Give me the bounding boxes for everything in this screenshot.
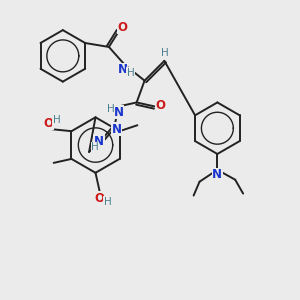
Text: N: N	[114, 106, 124, 119]
Text: O: O	[44, 117, 54, 130]
Text: N: N	[118, 63, 128, 76]
Text: H: H	[161, 48, 169, 58]
Text: H: H	[127, 68, 135, 78]
Text: O: O	[94, 192, 104, 205]
Text: N: N	[212, 168, 222, 181]
Text: H: H	[91, 142, 99, 152]
Text: O: O	[118, 21, 128, 34]
Text: H: H	[107, 104, 115, 114]
Text: H: H	[53, 115, 61, 125]
Text: O: O	[155, 99, 165, 112]
Text: N: N	[94, 135, 104, 148]
Text: N: N	[112, 123, 122, 136]
Text: H: H	[103, 196, 111, 206]
